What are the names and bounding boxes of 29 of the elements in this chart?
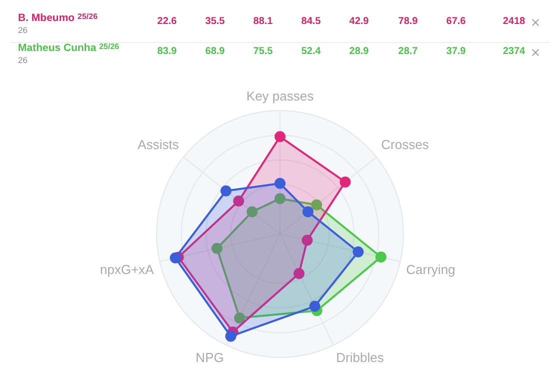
spoke-label: Key passes: [246, 88, 314, 104]
text: 2418: [502, 16, 526, 27]
spoke-label: Carrying: [406, 262, 456, 278]
legend-label: Matheus Cunha: [18, 42, 96, 54]
text: 28.7: [398, 46, 418, 57]
text: 68.9: [205, 46, 225, 57]
text: 84.5: [301, 16, 321, 27]
spoke-label: NPG: [196, 350, 224, 365]
text: 37.9: [446, 46, 466, 57]
text: 35.5: [205, 16, 225, 27]
text: 83.9: [157, 46, 177, 57]
spoke-label: Assists: [138, 137, 180, 152]
text: 2374: [502, 46, 526, 57]
spoke-label: npxG+xA: [100, 262, 154, 278]
text: 52.4: [301, 46, 321, 57]
spoke-label: Dribbles: [336, 350, 384, 365]
text: 42.9: [349, 16, 369, 27]
text: 28.9: [349, 46, 369, 57]
text: 25/26: [78, 12, 98, 21]
text: 78.9: [398, 16, 418, 27]
text: 26: [18, 25, 28, 35]
spoke-label: Crosses: [381, 137, 430, 152]
legend-label: B. Mbeumo: [18, 12, 75, 24]
text: 25/26: [99, 42, 120, 51]
text: 75.5: [253, 46, 273, 57]
text: 22.6: [157, 16, 177, 27]
text: 67.6: [446, 16, 466, 27]
text: 88.1: [253, 16, 273, 27]
text: 26: [18, 55, 28, 65]
